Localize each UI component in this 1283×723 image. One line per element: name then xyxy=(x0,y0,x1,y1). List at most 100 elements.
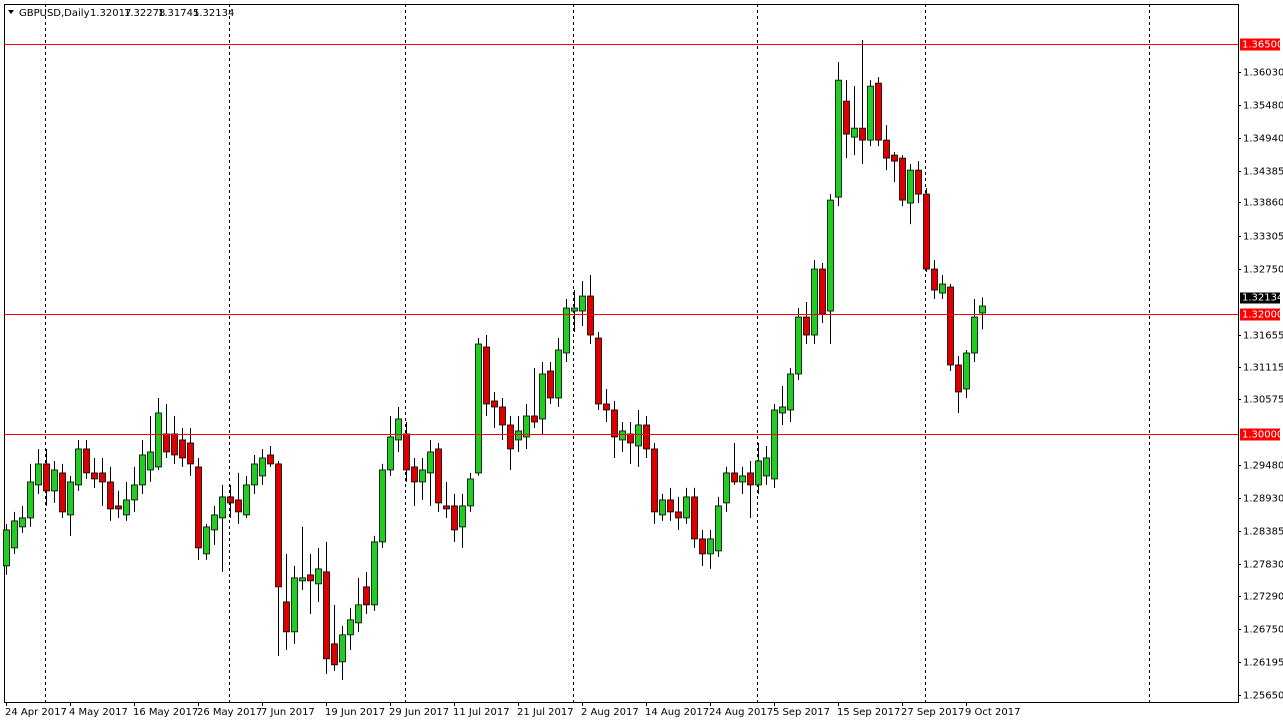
header-low: 1.31745 xyxy=(158,8,199,19)
candle-body xyxy=(139,454,146,486)
y-tick-label: 1.26195 xyxy=(1243,658,1283,669)
candle-body xyxy=(195,466,202,549)
candle-body xyxy=(315,568,322,585)
candle-body xyxy=(907,169,914,204)
candle-body xyxy=(691,496,698,540)
candle-body xyxy=(107,481,114,510)
y-tick-label: 1.33305 xyxy=(1243,232,1283,243)
candle-body xyxy=(43,463,50,492)
candle-body xyxy=(187,442,194,465)
candle-body xyxy=(427,451,434,474)
price-label-box xyxy=(1240,38,1280,51)
candle-body xyxy=(91,472,98,480)
candle-body xyxy=(963,352,970,390)
candle-body xyxy=(643,424,650,450)
candle-body xyxy=(915,169,922,195)
y-tick-label: 1.33860 xyxy=(1243,198,1283,209)
x-tick-label: 11 Jul 2017 xyxy=(453,707,510,718)
header-close: 1.32134 xyxy=(193,8,234,19)
x-tick-label: 15 Sep 2017 xyxy=(837,707,900,718)
y-tick-label: 1.34385 xyxy=(1243,167,1283,178)
x-tick-label: 16 May 2017 xyxy=(133,707,198,718)
candle-body xyxy=(299,577,306,582)
candle-body xyxy=(323,571,330,660)
candle-body xyxy=(59,472,66,513)
candle-body xyxy=(219,496,226,519)
candle-body xyxy=(499,406,506,426)
candle-body xyxy=(971,316,978,354)
current-price-box xyxy=(1240,292,1280,304)
x-tick-label: 2 Aug 2017 xyxy=(581,707,639,718)
candle-body xyxy=(403,433,410,471)
candle-body xyxy=(355,604,362,624)
candle-body xyxy=(547,370,554,399)
y-tick-label: 1.32750 xyxy=(1243,265,1283,276)
header-open: 1.32017 xyxy=(90,8,131,19)
y-tick-label: 1.27290 xyxy=(1243,592,1283,603)
y-tick-label: 1.28930 xyxy=(1243,494,1283,505)
x-tick-label: 5 Sep 2017 xyxy=(773,707,830,718)
candle-body xyxy=(451,505,458,531)
candle-body xyxy=(955,364,962,393)
candle-body xyxy=(947,286,954,366)
candle-body xyxy=(275,463,282,588)
x-tick-label: 19 Jun 2017 xyxy=(325,707,385,718)
candle-body xyxy=(491,400,498,408)
candle-body xyxy=(283,601,290,633)
candle-body xyxy=(611,409,618,438)
candle-body xyxy=(539,373,546,420)
candle-body xyxy=(123,499,130,516)
candle-body xyxy=(779,406,786,414)
candle-body xyxy=(619,430,626,441)
candle-body xyxy=(475,343,482,474)
candle-body xyxy=(155,412,162,468)
y-tick-label: 1.30575 xyxy=(1243,395,1283,406)
price-label: 1.32000 xyxy=(1242,310,1283,321)
candle-body xyxy=(859,127,866,141)
candle-body xyxy=(595,337,602,405)
candle-body xyxy=(227,496,234,504)
candle-body xyxy=(979,305,986,314)
candle-body xyxy=(11,520,18,549)
candle-body xyxy=(563,307,570,354)
candle-body xyxy=(251,463,258,486)
candle-body xyxy=(763,457,770,477)
candle-body xyxy=(99,472,106,483)
candle-body xyxy=(875,82,882,141)
candle-body xyxy=(307,574,314,582)
x-tick-label: 24 Aug 2017 xyxy=(709,707,773,718)
x-tick-label: 24 Apr 2017 xyxy=(5,707,67,718)
candle-body xyxy=(179,439,186,459)
candle-body xyxy=(931,268,938,291)
candle-body xyxy=(579,295,586,312)
candle-body xyxy=(211,514,218,531)
candle-body xyxy=(867,85,874,141)
candle-body xyxy=(571,307,578,312)
candle-body xyxy=(627,433,634,444)
price-label-box xyxy=(1240,428,1280,441)
candle-body xyxy=(923,193,930,270)
candle-body xyxy=(395,418,402,441)
candle-body xyxy=(67,481,74,516)
x-tick-label: 14 Aug 2017 xyxy=(645,707,709,718)
header-high: 1.32278 xyxy=(124,8,165,19)
candle-body xyxy=(811,268,818,336)
price-label: 1.36500 xyxy=(1242,40,1283,51)
candle-body xyxy=(523,415,530,438)
candle-body xyxy=(787,373,794,411)
candle-body xyxy=(683,496,690,519)
candle-body xyxy=(771,409,778,480)
candle-body xyxy=(587,295,594,336)
candle-body xyxy=(755,460,762,486)
candle-body xyxy=(667,499,674,513)
price-label-box xyxy=(1240,308,1280,321)
candle-body xyxy=(435,448,442,504)
menu-triangle[interactable] xyxy=(8,10,14,14)
candle-body xyxy=(243,484,250,516)
x-tick-label: 26 May 2017 xyxy=(197,707,262,718)
candle-body xyxy=(171,433,178,456)
candle-body xyxy=(795,316,802,375)
candle-body xyxy=(803,316,810,336)
